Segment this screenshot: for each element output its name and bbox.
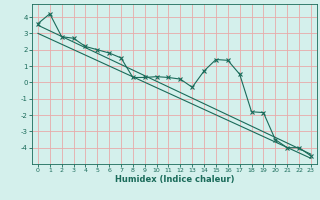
X-axis label: Humidex (Indice chaleur): Humidex (Indice chaleur): [115, 175, 234, 184]
